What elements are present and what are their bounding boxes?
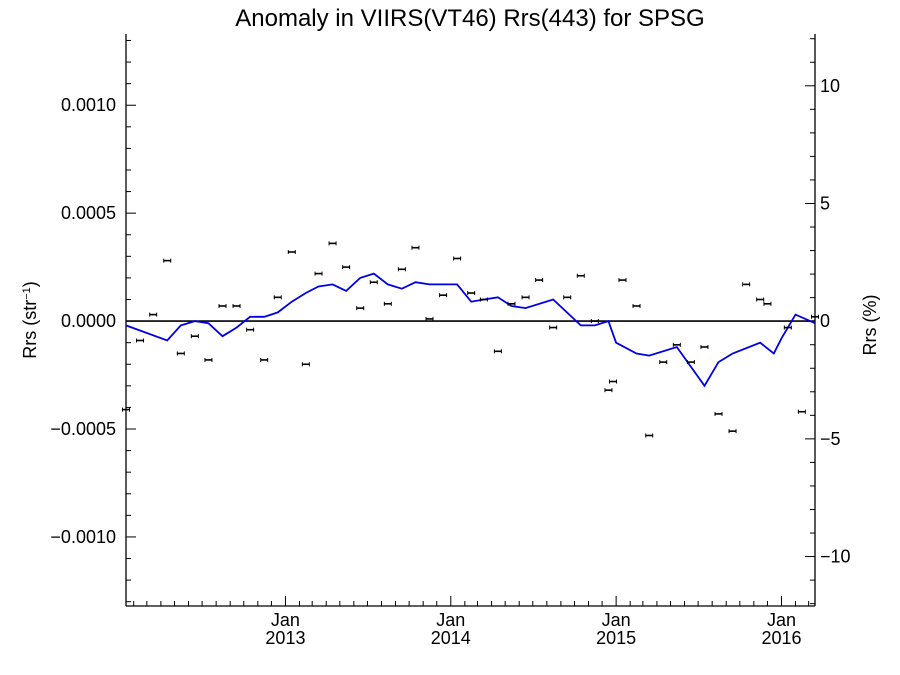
- data-point: [728, 429, 737, 434]
- data-point: [576, 273, 585, 278]
- data-point: [163, 258, 172, 263]
- y-tick-label: −0.0010: [50, 527, 116, 547]
- data-point: [301, 362, 310, 367]
- y-tick-label: 0.0005: [61, 203, 116, 223]
- y-axis-label-text: Rrs (str: [20, 300, 40, 359]
- data-point: [439, 293, 448, 298]
- data-point: [535, 278, 544, 283]
- data-point: [204, 357, 213, 362]
- data-point: [190, 334, 199, 339]
- data-point: [287, 250, 296, 255]
- y2-tick-label: 5: [820, 193, 830, 213]
- data-point: [763, 301, 772, 306]
- data-point: [411, 245, 420, 250]
- data-point: [218, 303, 227, 308]
- data-point: [521, 295, 530, 300]
- data-point: [356, 306, 365, 311]
- y-tick-label: 0.0000: [61, 311, 116, 331]
- data-point: [425, 316, 434, 321]
- data-point: [122, 407, 130, 412]
- anomaly-point-series: [122, 241, 819, 438]
- x-tick-label-month: Jan: [602, 610, 631, 630]
- data-point: [811, 314, 819, 319]
- data-point: [232, 303, 241, 308]
- data-point: [260, 357, 269, 362]
- data-point: [645, 433, 654, 438]
- x-tick-label-year: 2014: [431, 628, 471, 648]
- plot-frame: [125, 34, 816, 607]
- data-point: [273, 295, 282, 300]
- data-point: [314, 271, 323, 276]
- data-point: [397, 267, 406, 272]
- data-point: [328, 241, 337, 246]
- data-point: [632, 303, 641, 308]
- x-tick-label-year: 2015: [596, 628, 636, 648]
- data-point: [467, 291, 476, 296]
- x-tick-label-year: 2013: [265, 628, 305, 648]
- data-point: [797, 409, 806, 414]
- right-axis-ticks: 10 5 0 −5 −10: [805, 38, 851, 605]
- y2-tick-label: 0: [820, 311, 830, 331]
- data-point: [742, 282, 751, 287]
- data-point: [549, 325, 558, 330]
- data-point: [563, 295, 572, 300]
- data-point: [659, 360, 668, 365]
- data-point: [342, 265, 351, 270]
- y-tick-label: −0.0005: [50, 419, 116, 439]
- data-point: [756, 297, 765, 302]
- y-axis-label-superscript: −1: [21, 287, 33, 300]
- data-point: [686, 360, 695, 365]
- left-axis-ticks: 0.0010 0.0005 0.0000 −0.0005 −0.0010: [50, 39, 136, 603]
- chart-title: Anomaly in VIIRS(VT46) Rrs(443) for SPSG: [235, 5, 704, 32]
- smoothed-line-series: [125, 272, 816, 388]
- data-point: [493, 349, 502, 354]
- y2-tick-label: −5: [820, 429, 841, 449]
- data-point: [507, 301, 516, 306]
- y2-tick-label: −10: [820, 547, 851, 567]
- x-tick-label-month: Jan: [436, 610, 465, 630]
- data-point: [149, 312, 158, 317]
- y-axis-label: Rrs (str−1): [20, 281, 40, 359]
- data-point: [700, 344, 709, 349]
- data-point: [783, 325, 792, 330]
- data-point: [608, 379, 617, 384]
- data-point: [453, 256, 462, 261]
- x-tick-label-year: 2016: [761, 628, 801, 648]
- data-point: [176, 351, 185, 356]
- y2-axis-label: Rrs (%): [860, 295, 880, 356]
- y-axis-label-close: ): [20, 281, 40, 287]
- data-point: [672, 342, 681, 347]
- data-point: [714, 411, 723, 416]
- data-point: [246, 327, 255, 332]
- data-point: [383, 301, 392, 306]
- data-point: [479, 297, 488, 302]
- data-point: [136, 338, 145, 343]
- blue-line-path: [125, 272, 816, 388]
- x-tick-label-month: Jan: [767, 610, 796, 630]
- data-point: [590, 319, 599, 324]
- y2-tick-label: 10: [820, 76, 840, 96]
- data-point: [604, 388, 613, 393]
- x-tick-label-month: Jan: [271, 610, 300, 630]
- data-point: [618, 278, 627, 283]
- data-point: [369, 280, 378, 285]
- y-tick-label: 0.0010: [61, 95, 116, 115]
